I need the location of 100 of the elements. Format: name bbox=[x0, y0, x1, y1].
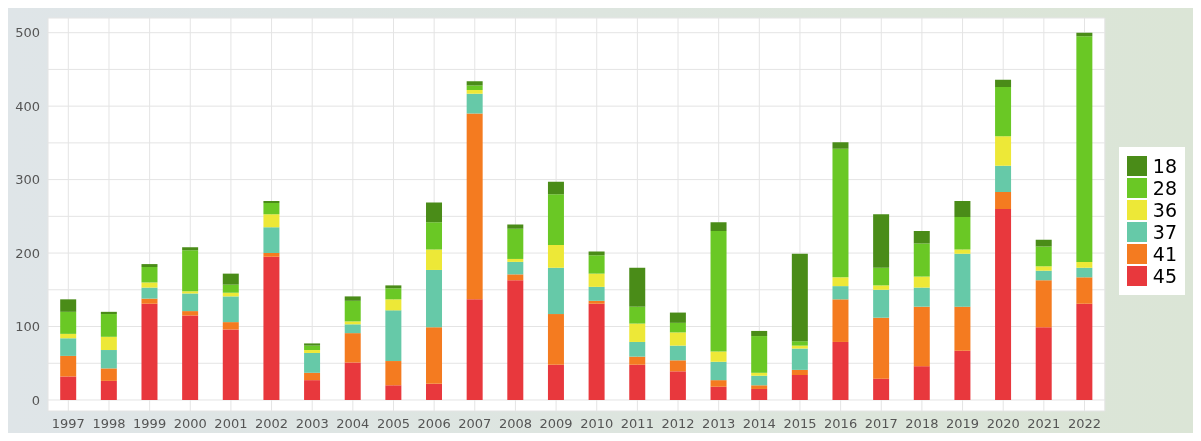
bar bbox=[873, 285, 890, 290]
bar bbox=[710, 222, 727, 232]
bar bbox=[507, 258, 524, 262]
bar bbox=[588, 273, 605, 287]
bar bbox=[141, 298, 158, 304]
x-tick-label: 2018 bbox=[905, 416, 939, 432]
bar bbox=[954, 306, 971, 351]
x-tick-label: 2002 bbox=[255, 416, 289, 432]
bar bbox=[751, 388, 768, 400]
bar bbox=[791, 341, 808, 346]
bar bbox=[344, 333, 361, 363]
bar bbox=[304, 372, 321, 381]
bar bbox=[60, 311, 77, 334]
y-tick-label: 200 bbox=[15, 245, 40, 261]
bar bbox=[344, 362, 361, 400]
bar bbox=[710, 231, 727, 352]
bar bbox=[60, 333, 77, 339]
bar bbox=[141, 282, 158, 288]
bar bbox=[385, 361, 402, 386]
bar bbox=[426, 249, 443, 270]
bar bbox=[669, 360, 686, 372]
bar bbox=[466, 85, 483, 90]
x-tick-label: 2015 bbox=[783, 416, 817, 432]
bar bbox=[141, 267, 158, 283]
bar bbox=[791, 369, 808, 376]
bar bbox=[547, 364, 564, 400]
bar bbox=[995, 165, 1012, 193]
bar bbox=[426, 222, 443, 250]
bar bbox=[222, 329, 239, 400]
bar bbox=[507, 224, 524, 229]
bar bbox=[547, 244, 564, 268]
x-tick-label: 2016 bbox=[824, 416, 858, 432]
bar bbox=[1035, 266, 1052, 271]
bar bbox=[588, 300, 605, 304]
x-tick-label: 2005 bbox=[376, 416, 411, 432]
bar bbox=[60, 355, 77, 377]
bar bbox=[873, 214, 890, 268]
bar bbox=[385, 310, 402, 362]
bar bbox=[141, 264, 158, 268]
bar bbox=[588, 286, 605, 301]
bar bbox=[873, 317, 890, 379]
bar bbox=[426, 327, 443, 384]
legend-label: 41 bbox=[1152, 242, 1177, 265]
bar bbox=[1035, 239, 1052, 247]
y-tick-label: 0 bbox=[31, 392, 40, 408]
bar bbox=[913, 276, 930, 288]
bar bbox=[751, 330, 768, 337]
x-tick-label: 2009 bbox=[539, 416, 573, 432]
bar bbox=[547, 194, 564, 245]
bar bbox=[751, 385, 768, 389]
bar bbox=[182, 293, 199, 312]
bar bbox=[466, 89, 483, 94]
x-tick-label: 2017 bbox=[864, 416, 898, 432]
x-tick-label: 2011 bbox=[620, 416, 654, 432]
bar bbox=[507, 228, 524, 259]
bar bbox=[304, 350, 321, 353]
bar bbox=[791, 348, 808, 370]
bar bbox=[222, 296, 239, 323]
bar bbox=[913, 243, 930, 277]
bar bbox=[547, 267, 564, 315]
bar bbox=[669, 332, 686, 346]
bar bbox=[832, 148, 849, 278]
bar bbox=[507, 274, 524, 281]
bar bbox=[466, 81, 483, 86]
bar bbox=[629, 356, 646, 365]
legend-label: 45 bbox=[1152, 264, 1177, 287]
bar bbox=[873, 267, 890, 286]
x-tick-label: 2008 bbox=[498, 416, 532, 432]
bar bbox=[913, 306, 930, 367]
bar bbox=[1035, 327, 1052, 400]
bar bbox=[466, 93, 483, 114]
legend-label: 28 bbox=[1152, 176, 1177, 199]
bar bbox=[1035, 246, 1052, 267]
bar bbox=[791, 375, 808, 400]
bar bbox=[141, 303, 158, 400]
bar bbox=[141, 287, 158, 299]
bar bbox=[669, 371, 686, 400]
bar bbox=[954, 350, 971, 400]
bar bbox=[385, 285, 402, 289]
bar bbox=[547, 181, 564, 195]
bar bbox=[263, 203, 280, 215]
bar bbox=[832, 341, 849, 400]
legend-label: 36 bbox=[1152, 198, 1177, 221]
bar bbox=[995, 136, 1012, 166]
bar bbox=[263, 256, 280, 400]
y-tick-label: 500 bbox=[15, 25, 40, 41]
bar bbox=[385, 288, 402, 300]
bar bbox=[263, 253, 280, 257]
bar bbox=[60, 299, 77, 312]
bar bbox=[385, 385, 402, 400]
bar bbox=[100, 336, 117, 351]
bar bbox=[669, 322, 686, 333]
bar bbox=[426, 383, 443, 400]
bar bbox=[629, 341, 646, 357]
bar bbox=[344, 300, 361, 322]
bar bbox=[304, 380, 321, 400]
bar bbox=[588, 303, 605, 400]
x-tick-label: 2000 bbox=[173, 416, 207, 432]
x-tick-label: 1999 bbox=[133, 416, 167, 432]
x-tick-label: 2004 bbox=[336, 416, 370, 432]
